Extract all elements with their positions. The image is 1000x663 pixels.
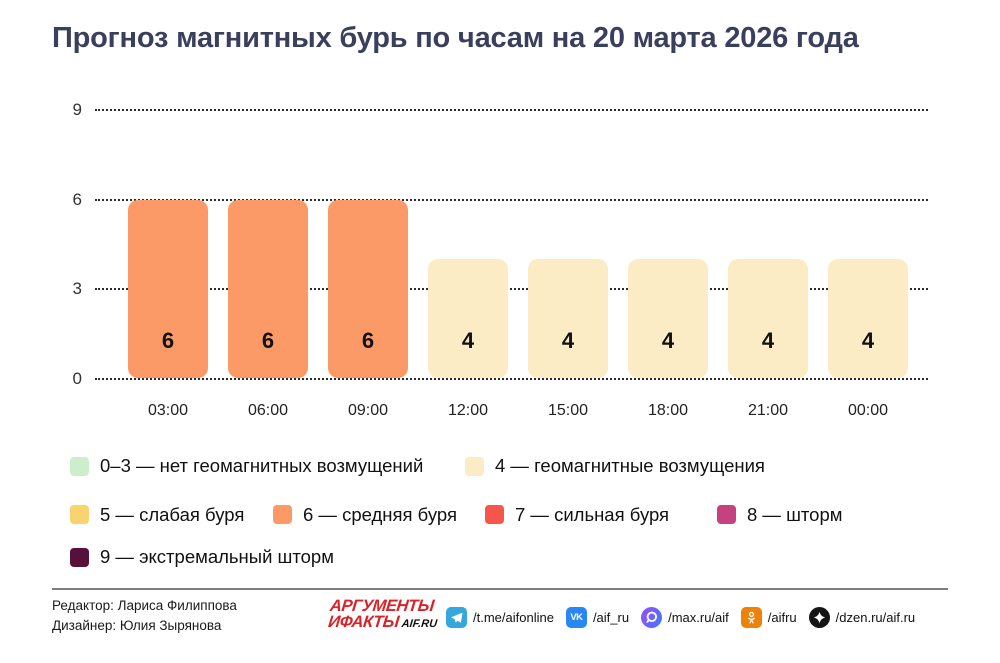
aif-logo-suffix: AIF.RU (401, 618, 438, 630)
page-title: Прогноз магнитных бурь по часам на 20 ма… (52, 22, 859, 54)
social-link[interactable]: VK/aif_ru (565, 606, 630, 628)
bar-value-label: 6 (261, 328, 275, 354)
legend-swatch (70, 547, 89, 567)
dzen-icon (808, 606, 830, 628)
x-axis-label: 15:00 (547, 402, 589, 419)
legend-item: 0–3 — нет геомагнитных возмущений (70, 455, 424, 476)
social-label: /aifru (767, 609, 797, 625)
max-icon (641, 606, 663, 628)
legend-item: 6 — средняя буря (273, 503, 458, 525)
y-axis-label: 6 (72, 189, 82, 209)
x-axis-label: 21:00 (747, 402, 789, 419)
gridline-y3 (95, 288, 928, 290)
footer-divider (52, 588, 948, 590)
social-links: /t.me/aifonline VK/aif_ru/max.ru/aif/aifr… (446, 604, 915, 630)
aif-logo-line1: АРГУМЕНТЫ (329, 597, 435, 615)
legend-item: 9 — экстремальный шторм (70, 546, 334, 567)
social-label: /dzen.ru/aif.ru (835, 609, 916, 625)
bar: 4 (428, 259, 508, 379)
bar-value-label: 4 (761, 328, 775, 354)
credits: Редактор: Лариса Филиппова Дизайнер: Юли… (52, 596, 237, 636)
legend-label: 8 — шторм (747, 503, 843, 525)
social-label: /aif_ru (592, 609, 630, 625)
credit-designer: Дизайнер: Юлия Зырянова (52, 618, 222, 633)
bar: 4 (528, 259, 608, 379)
x-axis-label: 12:00 (447, 402, 489, 419)
bar-value-label: 4 (461, 328, 475, 354)
bar-value-label: 6 (161, 328, 175, 354)
aif-logo-line2-text: ИФАКТЫ (327, 613, 400, 631)
social-link[interactable]: /max.ru/aif (641, 606, 729, 628)
legend-swatch (70, 456, 89, 476)
bar: 4 (728, 259, 808, 379)
aif-logo-line2: ИФАКТЫ AIF.RU (327, 613, 438, 632)
y-axis-label: 3 (72, 279, 82, 298)
legend-item: 4 — геомагнитные возмущения (465, 455, 765, 476)
gridline-y9 (95, 109, 928, 112)
legend-label: 0–3 — нет геомагнитных возмущений (100, 455, 424, 476)
bar-value-label: 4 (661, 328, 675, 354)
legend-swatch (273, 505, 292, 524)
legend-label: 6 — средняя буря (303, 503, 458, 525)
bar-value-label: 4 (861, 328, 875, 354)
y-axis-label: 0 (72, 368, 82, 388)
vk-icon: VK (565, 606, 587, 628)
legend-item: 5 — слабая буря (70, 503, 245, 525)
bar: 4 (828, 259, 908, 379)
legend-label: 5 — слабая буря (100, 503, 245, 525)
legend-swatch (70, 505, 89, 524)
gridline-y0 (95, 377, 928, 380)
gridline-y6 (95, 198, 928, 201)
y-axis-label: 9 (72, 100, 82, 120)
bar: 6 (128, 199, 208, 379)
bar: 6 (328, 199, 408, 379)
legend-swatch (465, 456, 484, 476)
legend-label: 7 — сильная буря (515, 503, 670, 525)
x-axis-label: 18:00 (647, 402, 689, 419)
x-axis-label: 09:00 (347, 402, 389, 419)
legend-item: 7 — сильная буря (485, 503, 670, 525)
aif-logo: АРГУМЕНТЫ ИФАКТЫ AIF.RU (327, 597, 439, 632)
social-label: /max.ru/aif (668, 609, 729, 625)
bar: 4 (628, 259, 708, 379)
social-label: /t.me/aifonline (473, 609, 554, 625)
bar: 6 (228, 199, 308, 379)
telegram-icon (446, 606, 467, 628)
legend-swatch (485, 505, 504, 524)
social-link[interactable]: /t.me/aifonline (446, 606, 554, 628)
x-axis-label: 03:00 (147, 402, 189, 419)
x-axis-label: 06:00 (247, 402, 289, 419)
social-link[interactable]: /dzen.ru/aif.ru (808, 606, 916, 628)
x-axis-label: 00:00 (847, 402, 889, 419)
legend-label: 9 — экстремальный шторм (100, 546, 334, 567)
legend-item: 8 — шторм (717, 503, 843, 525)
bar-value-label: 4 (561, 328, 575, 354)
credit-editor: Редактор: Лариса Филиппова (52, 598, 237, 613)
bar-value-label: 6 (361, 328, 375, 354)
legend-label: 4 — геомагнитные возмущения (495, 455, 765, 476)
social-link[interactable]: /aifru (740, 606, 797, 628)
legend-swatch (717, 505, 736, 524)
ok-icon (740, 606, 762, 628)
